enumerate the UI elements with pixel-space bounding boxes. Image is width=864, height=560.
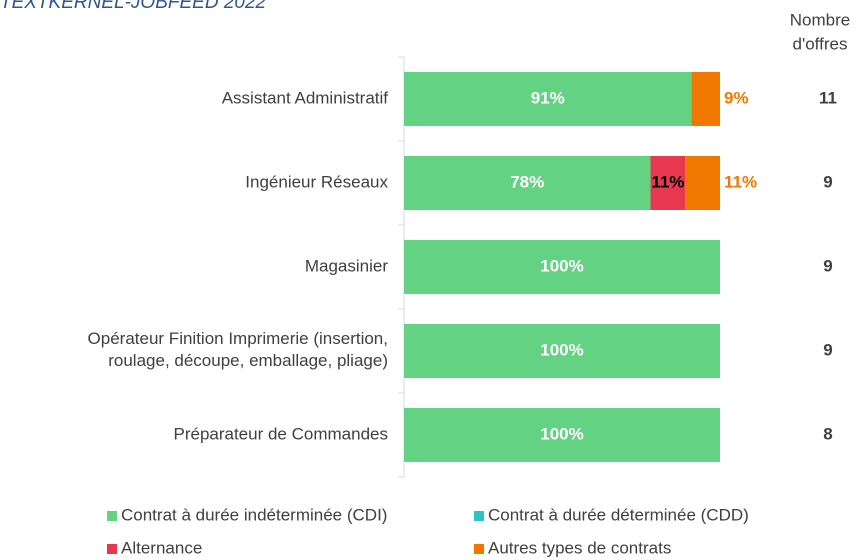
category-label: Opérateur Finition Imprimerie (insertion… bbox=[88, 329, 388, 370]
bar-segment bbox=[404, 72, 692, 126]
legend-label: Alternance bbox=[121, 538, 202, 557]
bar-segment bbox=[691, 72, 720, 126]
category-label: Préparateur de Commandes bbox=[173, 424, 388, 443]
value-label: 100% bbox=[540, 340, 583, 359]
count-header: d'offres bbox=[793, 34, 848, 53]
value-label: 100% bbox=[540, 424, 583, 443]
count-label: 11 bbox=[819, 88, 837, 107]
legend-label: Contrat à durée indéterminée (CDI) bbox=[121, 505, 387, 524]
legend-swatch bbox=[107, 544, 117, 554]
category-label: Assistant Administratif bbox=[222, 88, 389, 107]
bar-segment bbox=[650, 156, 686, 210]
bar-segment bbox=[404, 408, 720, 462]
chart-title: TEXTKERNEL-JOBFEED 2022 bbox=[0, 0, 267, 13]
count-label: 9 bbox=[823, 340, 832, 359]
value-label: 91% bbox=[531, 88, 565, 107]
count-label: 9 bbox=[823, 172, 832, 191]
value-label: 78% bbox=[510, 172, 544, 191]
legend-swatch bbox=[474, 511, 484, 521]
legend-label: Autres types de contrats bbox=[488, 538, 671, 557]
legend-label: Contrat à durée déterminée (CDD) bbox=[488, 505, 749, 524]
bar-segment bbox=[404, 324, 720, 378]
legend-swatch bbox=[474, 544, 484, 554]
category-label: Ingénieur Réseaux bbox=[245, 172, 388, 191]
count-label: 9 bbox=[823, 256, 832, 275]
bar-segment bbox=[404, 240, 720, 294]
bar-segment bbox=[685, 156, 720, 210]
value-label: 9% bbox=[724, 88, 749, 107]
bar-segment bbox=[404, 156, 651, 210]
value-label: 11% bbox=[724, 172, 757, 191]
value-label: 100% bbox=[540, 256, 583, 275]
count-header: Nombre bbox=[790, 10, 850, 29]
value-label: 11% bbox=[651, 172, 684, 191]
count-label: 8 bbox=[823, 424, 832, 443]
legend-swatch bbox=[107, 511, 117, 521]
category-label: Magasinier bbox=[305, 256, 388, 275]
